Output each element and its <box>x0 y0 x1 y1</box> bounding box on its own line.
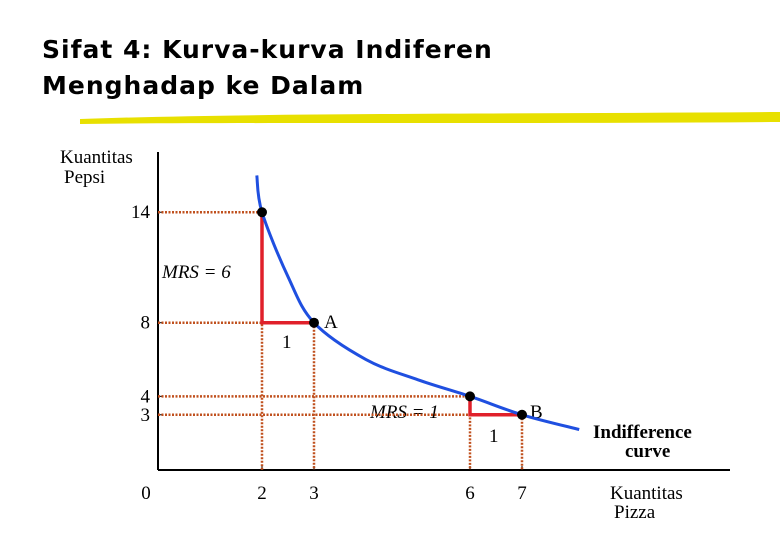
curve-label: curve <box>625 441 670 462</box>
y-tick-label: 14 <box>131 202 151 223</box>
x-axis-label: Kuantitas <box>610 483 683 504</box>
y-axis-label: Kuantitas <box>60 147 133 168</box>
indifference-curve <box>255 175 580 431</box>
y-tick-label: 8 <box>141 313 151 334</box>
annotation: MRS = 1 <box>369 402 439 423</box>
title-line: Menghadap ke Dalam <box>42 71 364 100</box>
x-tick-label: 6 <box>465 483 475 504</box>
mrs-step <box>260 212 314 325</box>
point <box>309 317 319 328</box>
x-tick-label: 0 <box>141 483 151 504</box>
x-tick-label: 7 <box>517 483 527 504</box>
annotation: 1 <box>489 426 499 447</box>
title-underline <box>80 112 780 124</box>
y-tick-label: 4 <box>141 386 151 407</box>
y-tick-label: 3 <box>141 405 151 426</box>
title-line: Sifat 4: Kurva-kurva Indiferen <box>42 35 493 64</box>
y-axis-label: Pepsi <box>64 167 105 188</box>
point <box>517 409 527 420</box>
annotation: MRS = 6 <box>161 262 231 283</box>
point <box>465 391 475 402</box>
x-tick-label: 2 <box>257 483 267 504</box>
annotation: A <box>324 312 338 333</box>
x-tick-label: 3 <box>309 483 319 504</box>
annotation: 1 <box>282 332 292 353</box>
x-axis-label: Pizza <box>614 502 656 523</box>
mrs-step <box>468 396 522 417</box>
curve-label: Indifference <box>593 422 692 443</box>
point <box>257 207 267 218</box>
